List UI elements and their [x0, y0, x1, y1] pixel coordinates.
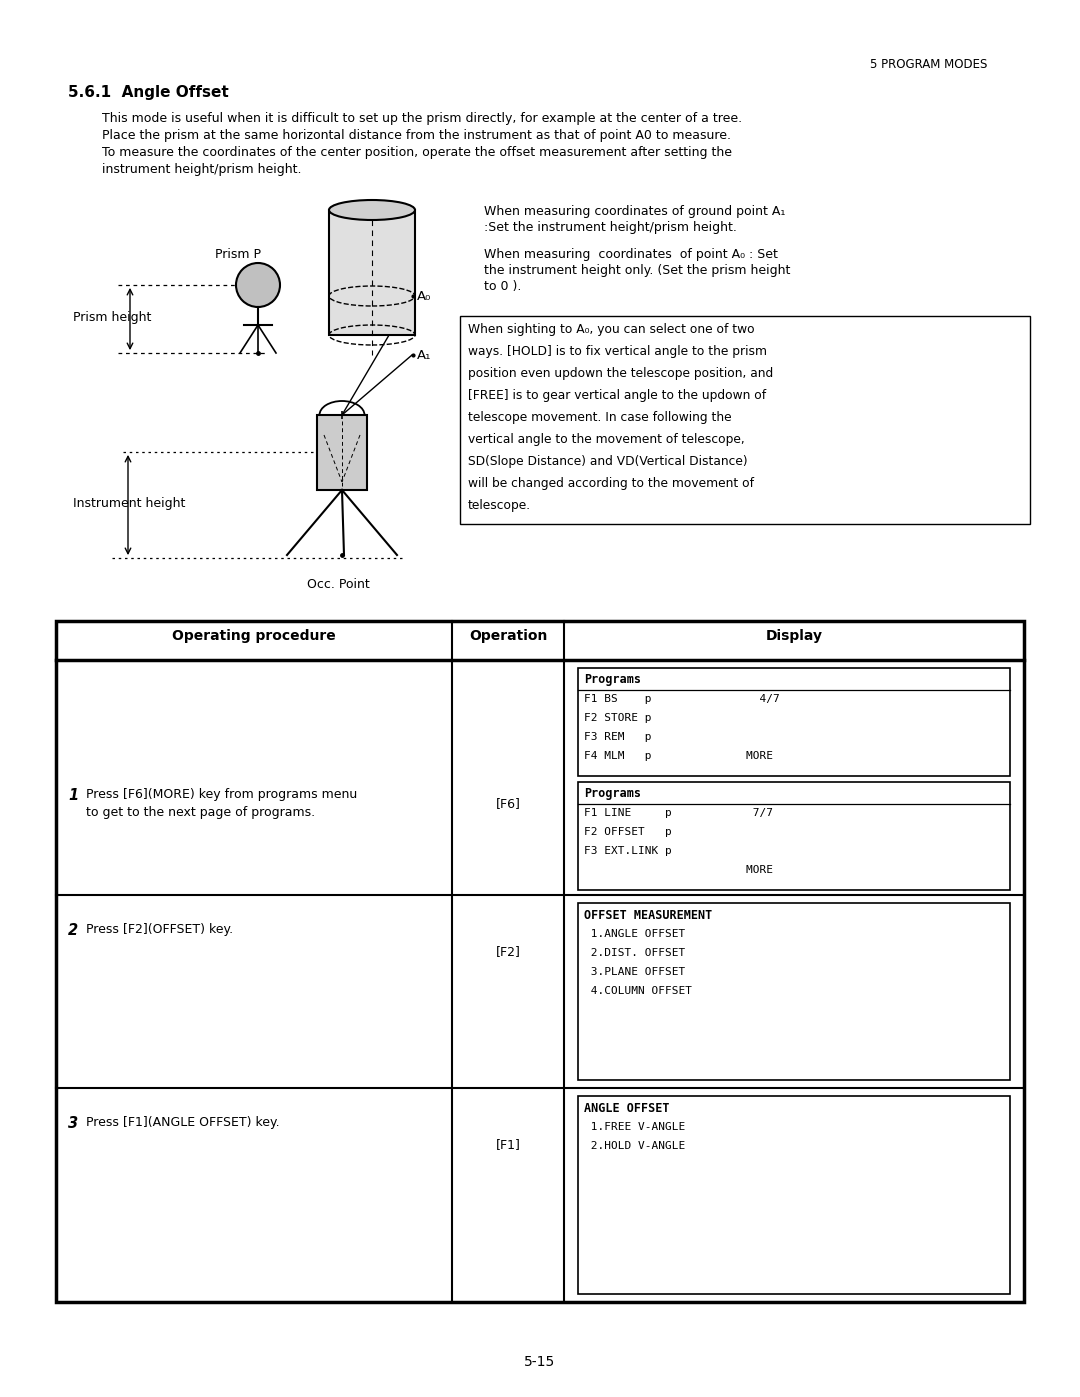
- Text: F2 STORE p: F2 STORE p: [584, 712, 651, 724]
- Text: 2.DIST. OFFSET: 2.DIST. OFFSET: [584, 949, 685, 958]
- Bar: [578, 902, 1010, 1080]
- Text: Place the prism at the same horizontal distance from the instrument as that of p: Place the prism at the same horizontal d…: [102, 129, 731, 142]
- Text: A₁: A₁: [417, 349, 431, 362]
- Text: This mode is useful when it is difficult to set up the prism directly, for examp: This mode is useful when it is difficult…: [102, 112, 742, 124]
- Text: Instrument height: Instrument height: [73, 497, 186, 510]
- Text: OFFSET MEASUREMENT: OFFSET MEASUREMENT: [584, 909, 712, 922]
- Text: Display: Display: [766, 629, 823, 643]
- Text: vertical angle to the movement of telescope,: vertical angle to the movement of telesc…: [468, 433, 745, 446]
- Text: 2: 2: [68, 923, 78, 937]
- Ellipse shape: [329, 200, 415, 219]
- Bar: [578, 668, 1010, 775]
- Text: When measuring coordinates of ground point A₁: When measuring coordinates of ground poi…: [484, 205, 785, 218]
- Text: ways. [HOLD] is to fix vertical angle to the prism: ways. [HOLD] is to fix vertical angle to…: [468, 345, 767, 358]
- Bar: [578, 1097, 1010, 1294]
- Bar: [578, 782, 1010, 890]
- Text: SD(Slope Distance) and VD(Vertical Distance): SD(Slope Distance) and VD(Vertical Dista…: [468, 455, 747, 468]
- Text: telescope movement. In case following the: telescope movement. In case following th…: [468, 411, 731, 425]
- Text: Prism P: Prism P: [215, 249, 261, 261]
- Text: MORE: MORE: [584, 865, 773, 875]
- Text: 1: 1: [68, 788, 78, 803]
- Text: 1.ANGLE OFFSET: 1.ANGLE OFFSET: [584, 929, 685, 939]
- Text: the instrument height only. (Set the prism height: the instrument height only. (Set the pri…: [484, 264, 791, 277]
- Text: Operating procedure: Operating procedure: [172, 629, 336, 643]
- Text: F1 BS    p                4/7: F1 BS p 4/7: [584, 694, 780, 704]
- Text: to 0 ).: to 0 ).: [484, 279, 522, 293]
- Text: [F2]: [F2]: [496, 944, 521, 958]
- Text: telescope.: telescope.: [468, 499, 531, 511]
- Text: F2 OFFSET   p: F2 OFFSET p: [584, 827, 672, 837]
- Text: 5-15: 5-15: [525, 1355, 555, 1369]
- Bar: [318, 415, 367, 490]
- Text: 5.6.1  Angle Offset: 5.6.1 Angle Offset: [68, 85, 229, 101]
- Text: Programs: Programs: [584, 673, 642, 686]
- Text: Occ. Point: Occ. Point: [307, 578, 369, 591]
- Text: F4 MLM   p              MORE: F4 MLM p MORE: [584, 752, 773, 761]
- Text: instrument height/prism height.: instrument height/prism height.: [102, 163, 301, 176]
- Text: Operation: Operation: [469, 629, 548, 643]
- Text: will be changed according to the movement of: will be changed according to the movemen…: [468, 476, 754, 490]
- Text: F3 EXT.LINK p: F3 EXT.LINK p: [584, 847, 672, 856]
- Text: Press [F1](ANGLE OFFSET) key.: Press [F1](ANGLE OFFSET) key.: [86, 1116, 280, 1129]
- Text: [F1]: [F1]: [496, 1139, 521, 1151]
- Text: 1.FREE V-ANGLE: 1.FREE V-ANGLE: [584, 1122, 685, 1132]
- Text: 4.COLUMN OFFSET: 4.COLUMN OFFSET: [584, 986, 692, 996]
- Bar: [460, 316, 1030, 524]
- Text: 5 PROGRAM MODES: 5 PROGRAM MODES: [870, 59, 987, 71]
- Bar: [56, 622, 1024, 1302]
- Text: F3 REM   p: F3 REM p: [584, 732, 651, 742]
- Text: When sighting to A₀, you can select one of two: When sighting to A₀, you can select one …: [468, 323, 755, 337]
- Text: F1 LINE     p            7/7: F1 LINE p 7/7: [584, 807, 773, 819]
- Text: [FREE] is to gear vertical angle to the updown of: [FREE] is to gear vertical angle to the …: [468, 388, 766, 402]
- Text: A₀: A₀: [417, 291, 431, 303]
- Text: [F6]: [F6]: [496, 798, 521, 810]
- Text: Prism height: Prism height: [73, 312, 151, 324]
- Text: To measure the coordinates of the center position, operate the offset measuremen: To measure the coordinates of the center…: [102, 147, 732, 159]
- Bar: [329, 210, 415, 335]
- Text: 3: 3: [68, 1116, 78, 1132]
- Text: to get to the next page of programs.: to get to the next page of programs.: [86, 806, 315, 819]
- Text: :Set the instrument height/prism height.: :Set the instrument height/prism height.: [484, 221, 737, 235]
- Text: 2.HOLD V-ANGLE: 2.HOLD V-ANGLE: [584, 1141, 685, 1151]
- Text: Programs: Programs: [584, 787, 642, 800]
- Text: 3.PLANE OFFSET: 3.PLANE OFFSET: [584, 967, 685, 977]
- Circle shape: [237, 263, 280, 307]
- Text: ANGLE OFFSET: ANGLE OFFSET: [584, 1102, 670, 1115]
- Text: When measuring  coordinates  of point A₀ : Set: When measuring coordinates of point A₀ :…: [484, 249, 778, 261]
- Text: Press [F6](MORE) key from programs menu: Press [F6](MORE) key from programs menu: [86, 788, 357, 800]
- Text: position even updown the telescope position, and: position even updown the telescope posit…: [468, 367, 773, 380]
- Text: Press [F2](OFFSET) key.: Press [F2](OFFSET) key.: [86, 923, 233, 936]
